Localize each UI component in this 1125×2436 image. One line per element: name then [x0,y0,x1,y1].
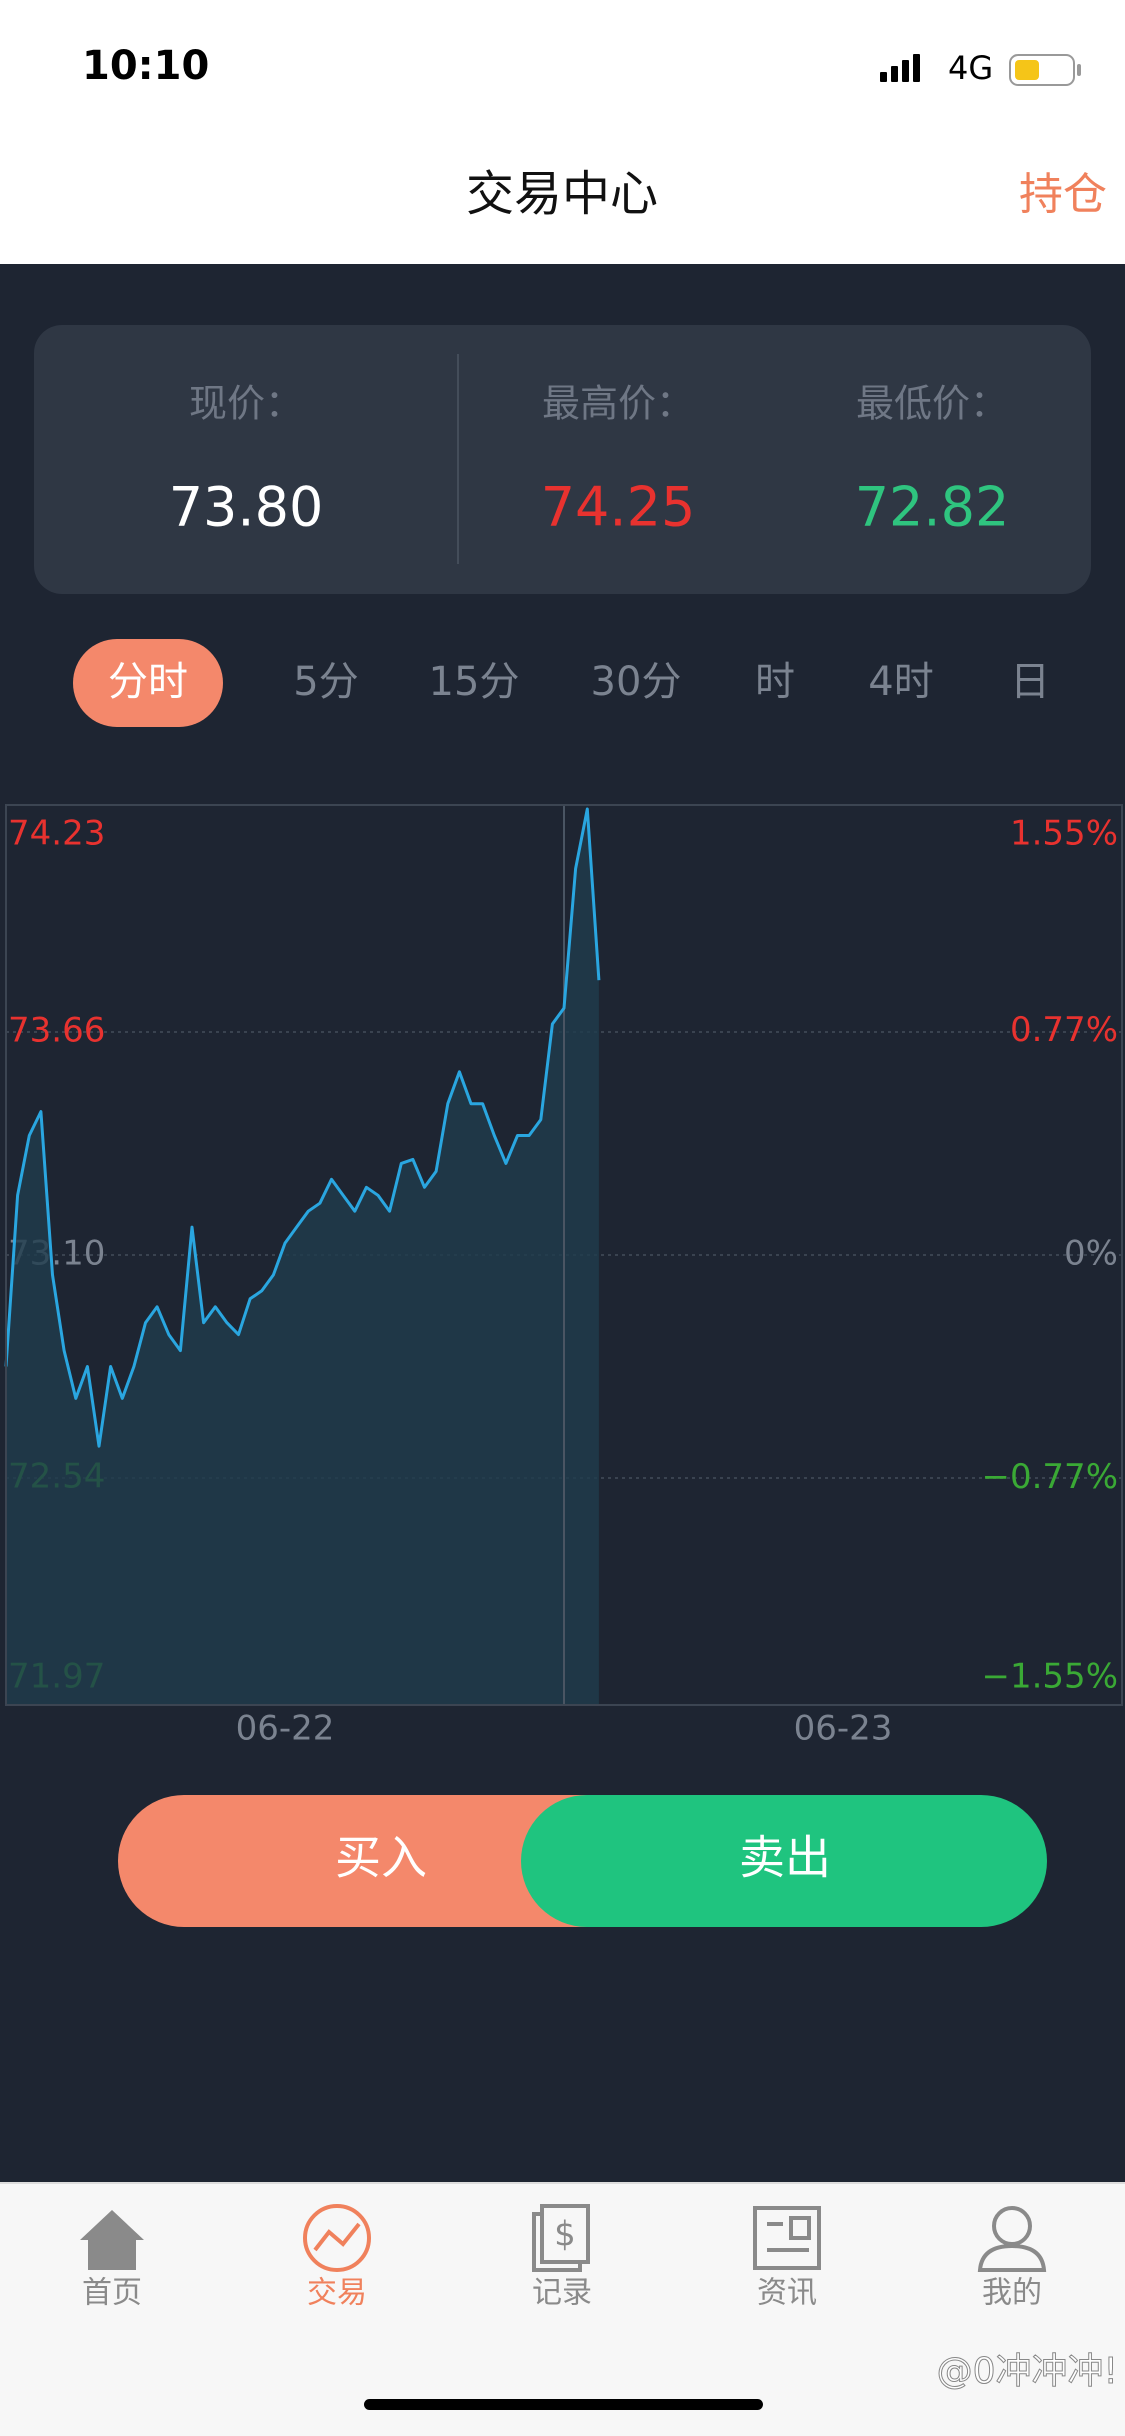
quote-label: 最高价： [542,382,694,426]
y-tick-label: 73.66 [8,1010,105,1050]
signal-icon [880,54,920,82]
tab-label[interactable]: 资讯 [757,2276,817,2311]
y2-tick-label: 0% [1064,1234,1118,1274]
period-tab[interactable]: 时 [755,659,795,705]
price-line [4,807,601,1448]
quote-label: 最低价： [856,382,1008,426]
period-tab[interactable]: 4时 [868,659,933,705]
battery-icon [1009,54,1081,86]
y-tick-label: 74.23 [8,814,105,854]
tab-icon-part [753,2206,821,2270]
sell-label: 卖出 [739,1831,831,1885]
tab-icon-part [540,2204,590,2264]
x-tick-label: 06-23 [794,1709,893,1749]
tab-icon[interactable] [80,2210,144,2270]
holdings-button[interactable]: 持仓 [1019,169,1107,220]
quote-value: 73.80 [169,476,324,539]
tab-icon[interactable] [977,2206,1047,2272]
tab-icon[interactable] [303,2204,371,2272]
chart-border [5,804,1123,1706]
tab-icon-part [303,2204,371,2272]
tab-icon-part [80,2210,144,2270]
buy-label: 买入 [335,1831,427,1885]
tab-label[interactable]: 记录 [532,2276,592,2311]
tab-icon-part [313,2222,361,2252]
quote-label: 现价： [189,382,303,426]
tab-icon[interactable]: $ [532,2204,590,2272]
y2-tick-label: 0.77% [1010,1010,1118,1050]
status-time: 10:10 [82,43,209,89]
page-title: 交易中心 [466,166,658,222]
home-indicator [364,2399,763,2410]
y2-tick-label: −1.55% [982,1657,1119,1697]
tab-icon-part [789,2216,811,2240]
period-tabs: 分时 5分 15分 30分 时 4时 日 [73,639,1050,727]
period-active-pill [73,639,223,727]
chart: 71.9772.5473.1073.6674.23−1.55%−0.77%0%0… [4,804,1123,1749]
quote-value: 74.25 [541,476,696,539]
header-bg [0,0,1125,264]
tab-label[interactable]: 我的 [982,2276,1042,2311]
tab-icon[interactable] [753,2206,821,2270]
period-tab[interactable]: 15分 [429,659,520,705]
period-tab[interactable]: 30分 [591,659,682,705]
price-area [6,809,599,1705]
y2-tick-label: 1.55% [1010,814,1118,854]
status-network: 4G [948,49,993,87]
tab-icon-part [977,2243,1047,2272]
x-tick-label: 06-22 [236,1709,335,1749]
watermark: @0冲冲冲! [937,2351,1118,2392]
quote-items: 现价： 73.80 最高价： 74.25 最低价： 72.82 [169,382,1010,539]
period-tab[interactable]: 分时 [108,659,188,705]
sell-button[interactable] [521,1795,1047,1927]
y2-tick-label: −0.77% [982,1457,1119,1497]
period-tab[interactable]: 5分 [293,659,358,705]
quote-panel [34,325,1091,594]
tab-icon-part: $ [554,2215,576,2255]
tab-label[interactable]: 首页 [82,2276,142,2311]
period-tab[interactable]: 日 [1010,659,1050,705]
tab-bar: 首页 交易 $ 记录 资讯 我的 [80,2204,1047,2311]
tab-label[interactable]: 交易 [307,2276,367,2311]
quote-value: 72.82 [855,476,1010,539]
